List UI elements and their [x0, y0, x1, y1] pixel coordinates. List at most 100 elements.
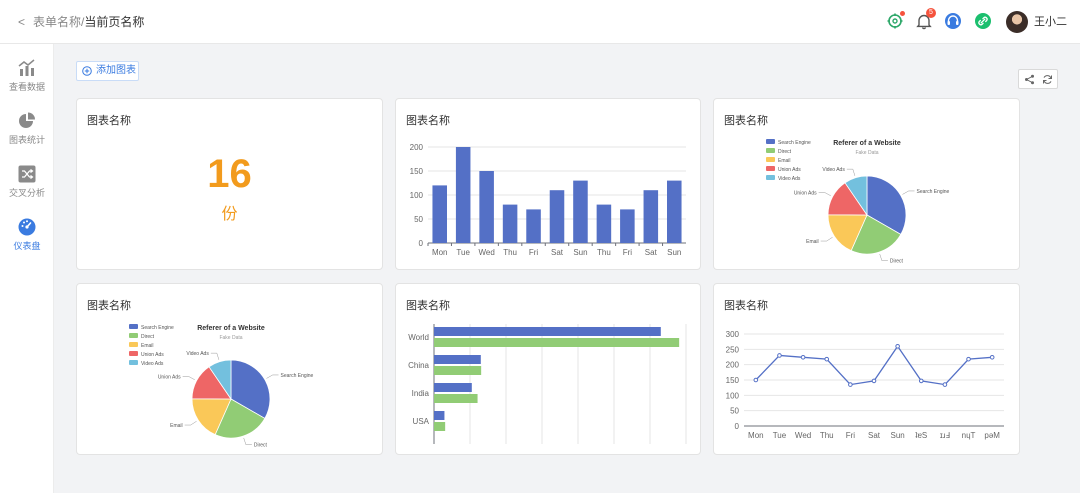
bar-line-chart-icon	[18, 59, 35, 76]
username[interactable]: 王小二	[1034, 16, 1067, 28]
pie-label-line	[818, 192, 831, 196]
legend-swatch	[766, 175, 775, 180]
bar	[434, 338, 680, 347]
chart-card-line[interactable]: 图表名称 0 50 100 150 200 250 300 Mon Tue Wed Thu Fri Sa…	[713, 283, 1020, 455]
x-tick-label: Wed	[795, 431, 811, 440]
settings-status-icon[interactable]	[886, 11, 905, 30]
share-icon[interactable]	[1024, 74, 1035, 85]
pie-slice	[191, 398, 232, 436]
bar	[434, 411, 445, 420]
pie-label-line	[266, 374, 279, 379]
notification-badge: 5	[926, 8, 936, 18]
chart-card-hbar[interactable]: 图表名称 World China India USA	[395, 283, 701, 455]
x-tick-label: Fri	[529, 248, 539, 257]
y-tick-label: 150	[726, 376, 740, 385]
x-tick-label: Thu	[503, 248, 517, 257]
sidebar: 查看数据 图表统计 交叉分析 仪表盘	[0, 44, 54, 493]
bar	[620, 209, 635, 243]
bar	[434, 327, 661, 336]
sidebar-item-cross-analysis[interactable]: 交叉分析	[0, 164, 54, 208]
bar	[596, 204, 612, 243]
data-point	[848, 382, 853, 387]
stat-value: 16	[207, 152, 252, 196]
x-tick-label: Fri	[846, 431, 856, 440]
data-point	[824, 356, 830, 362]
bar-chart: 0 50 100 150 200 Mon Tue Wed Thu Fri Sat Sun Thu Fri S…	[410, 143, 686, 257]
x-tick-label: Sat	[551, 248, 564, 257]
data-point	[777, 353, 782, 358]
legend-label: Search Engine	[778, 140, 811, 146]
x-tick-label: Thu	[597, 248, 611, 257]
bar	[643, 190, 659, 243]
data-point	[918, 378, 924, 384]
chart-card-number[interactable]: 图表名称 16 份	[76, 98, 383, 270]
pie-label-line	[846, 168, 856, 176]
bar	[455, 147, 471, 243]
x-tick-label: pǝM	[984, 431, 1000, 440]
breadcrumb: < 表单名称/当前页名称	[18, 14, 144, 30]
avatar[interactable]	[1006, 11, 1028, 33]
sidebar-item-view-data[interactable]: 查看数据	[0, 58, 54, 102]
chart-card-pie[interactable]: 图表名称 Referer of a Website Fake Data Search…	[713, 98, 1020, 270]
plus-circle-icon	[82, 66, 92, 76]
sidebar-item-dashboard[interactable]: 仪表盘	[0, 217, 54, 261]
pie-slice	[214, 398, 266, 439]
pie-label: Video Ads	[186, 351, 209, 357]
pie-chart: Referer of a Website Fake Data Search Engi…	[129, 324, 314, 449]
x-tick-label: Fri	[623, 248, 633, 257]
legend-swatch	[129, 324, 138, 329]
data-point	[966, 356, 971, 362]
sidebar-item-chart-stats[interactable]: 图表统计	[0, 111, 54, 155]
x-tick-label: ʇɐS	[915, 431, 927, 440]
sidebar-item-label: 图表统计	[8, 135, 45, 145]
data-point	[895, 343, 900, 349]
sidebar-item-label: 仪表盘	[13, 241, 41, 251]
bar	[434, 394, 478, 403]
add-chart-button[interactable]: 添加图表	[76, 61, 139, 81]
card-title: 图表名称	[406, 115, 450, 127]
x-tick-label: Sat	[645, 248, 658, 257]
bar	[434, 366, 482, 375]
link-icon[interactable]	[974, 12, 992, 30]
y-tick-label: 50	[730, 407, 739, 416]
pie-label: Direct	[254, 443, 268, 449]
data-point	[800, 355, 806, 360]
legend-swatch	[766, 139, 775, 144]
sidebar-item-label: 查看数据	[8, 82, 45, 92]
legend-label: Direct	[778, 149, 792, 155]
legend-label: Video Ads	[141, 361, 164, 367]
pie-label: Direct	[890, 259, 904, 265]
y-tick-label: World	[408, 333, 429, 342]
x-tick-label: Sat	[868, 431, 881, 440]
pie-title: Referer of a Website	[197, 325, 265, 332]
legend-label: Direct	[141, 334, 155, 340]
chevron-left-icon[interactable]: <	[18, 15, 26, 29]
y-tick-label: 150	[410, 167, 424, 176]
pie-label-line	[184, 421, 197, 426]
chart-card-pie-2[interactable]: 图表名称 Referer of a Website Fake Data Search…	[76, 283, 383, 455]
card-title: 图表名称	[87, 115, 131, 127]
legend-swatch	[129, 342, 138, 347]
bar	[573, 180, 588, 243]
pie-slice	[230, 359, 271, 419]
pie-label-line	[243, 437, 252, 445]
bell-icon[interactable]: 5	[915, 8, 936, 30]
refresh-icon[interactable]	[1042, 74, 1053, 85]
x-tick-label: Thu	[820, 431, 834, 440]
legend-label: Video Ads	[778, 176, 801, 182]
x-tick-label: Sun	[667, 248, 681, 257]
pie-title: Referer of a Website	[833, 140, 901, 147]
pie-slice	[850, 214, 902, 255]
x-tick-label: Tue	[773, 431, 787, 440]
bar	[432, 185, 447, 243]
y-tick-label: 200	[726, 361, 740, 370]
headset-icon[interactable]	[944, 12, 962, 30]
pie-label-line	[820, 237, 833, 242]
y-tick-label: 0	[735, 422, 740, 431]
y-tick-label: 300	[726, 330, 740, 339]
pie-slice	[208, 359, 232, 401]
breadcrumb-parent[interactable]: 表单名称/	[33, 15, 85, 29]
card-title: 图表名称	[406, 300, 450, 312]
top-bar: < 表单名称/当前页名称 5 王小二	[0, 0, 1080, 44]
chart-card-bar[interactable]: 图表名称 0 50 100 150 200 Mon Tue Wed Thu Fri Sat Sun Th…	[395, 98, 701, 270]
